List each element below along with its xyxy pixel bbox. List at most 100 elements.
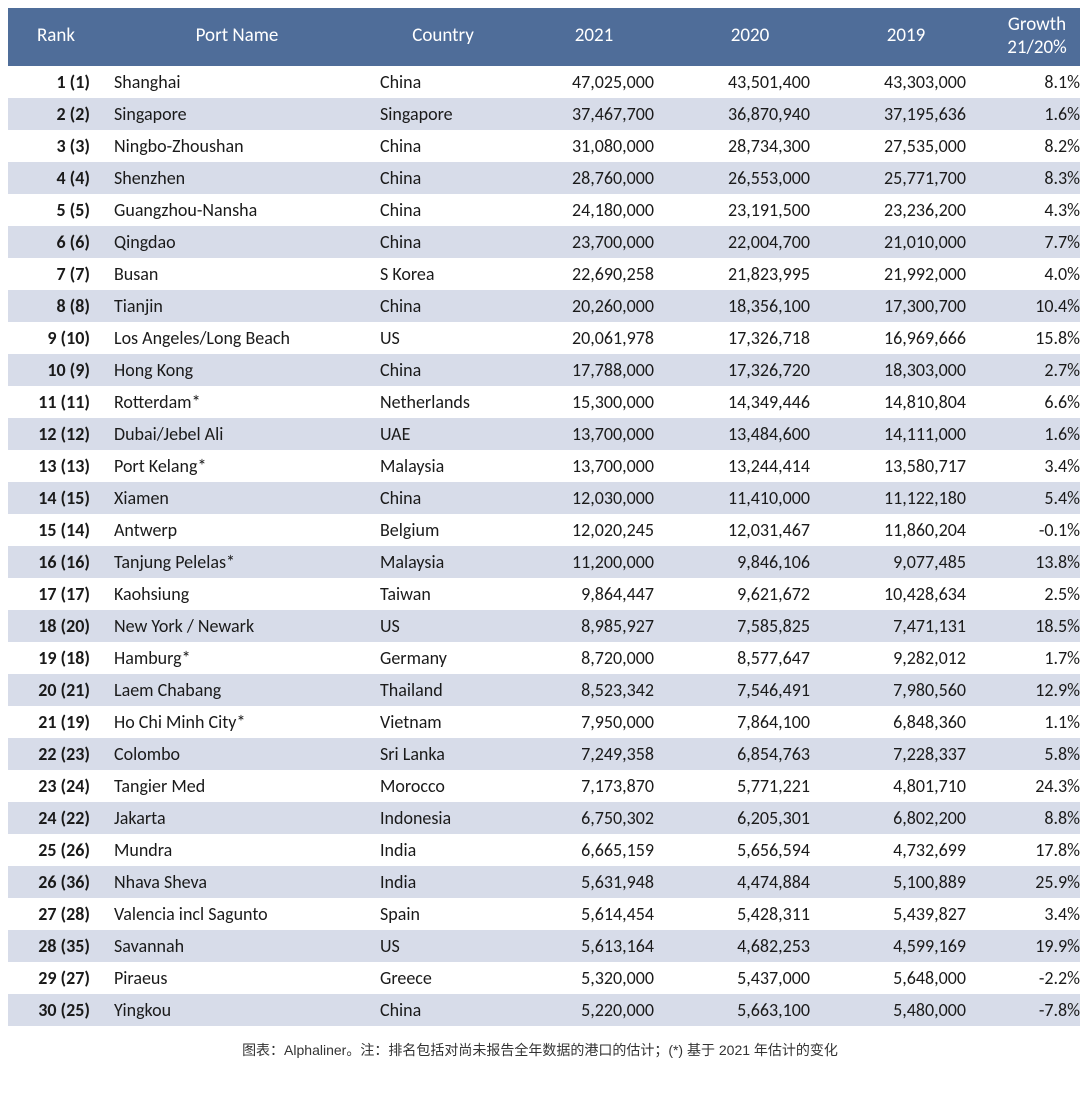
- cell-port: Piraeus: [104, 962, 370, 994]
- cell-country: Malaysia: [370, 450, 516, 482]
- cell-2020: 18,356,100: [672, 290, 828, 322]
- cell-country: US: [370, 930, 516, 962]
- cell-g2120: 19.9%: [984, 930, 1080, 962]
- cell-country: China: [370, 66, 516, 98]
- cell-2020: 7,546,491: [672, 674, 828, 706]
- cell-2021: 8,720,000: [516, 642, 672, 674]
- col-country: Country: [370, 8, 516, 66]
- cell-g2120: 5.4%: [984, 482, 1080, 514]
- cell-2020: 8,577,647: [672, 642, 828, 674]
- cell-country: China: [370, 130, 516, 162]
- cell-port: New York / Newark: [104, 610, 370, 642]
- cell-2019: 9,077,485: [828, 546, 984, 578]
- table-row: 16 (16)Tanjung Pelelas*Malaysia11,200,00…: [8, 546, 1080, 578]
- cell-2021: 17,788,000: [516, 354, 672, 386]
- table-row: 19 (18)Hamburg*Germany8,720,0008,577,647…: [8, 642, 1080, 674]
- cell-rank: 12 (12): [8, 418, 104, 450]
- cell-country: Vietnam: [370, 706, 516, 738]
- cell-2019: 4,801,710: [828, 770, 984, 802]
- cell-rank: 16 (16): [8, 546, 104, 578]
- cell-2019: 6,848,360: [828, 706, 984, 738]
- cell-2021: 11,200,000: [516, 546, 672, 578]
- cell-2021: 7,950,000: [516, 706, 672, 738]
- cell-2020: 17,326,718: [672, 322, 828, 354]
- cell-port: Dubai/Jebel Ali: [104, 418, 370, 450]
- cell-2019: 10,428,634: [828, 578, 984, 610]
- cell-2020: 9,846,106: [672, 546, 828, 578]
- cell-2020: 5,656,594: [672, 834, 828, 866]
- table-header: Rank Port Name Country 2021 2020 2019 Gr…: [8, 8, 1080, 66]
- cell-g2120: 4.0%: [984, 258, 1080, 290]
- col-growth-21-20: Growth21/20%: [984, 8, 1080, 66]
- cell-country: Germany: [370, 642, 516, 674]
- cell-2021: 6,750,302: [516, 802, 672, 834]
- cell-2021: 31,080,000: [516, 130, 672, 162]
- cell-country: Greece: [370, 962, 516, 994]
- cell-2021: 8,985,927: [516, 610, 672, 642]
- cell-g2120: 7.7%: [984, 226, 1080, 258]
- table-row: 23 (24)Tangier MedMorocco7,173,8705,771,…: [8, 770, 1080, 802]
- cell-rank: 29 (27): [8, 962, 104, 994]
- cell-2020: 36,870,940: [672, 98, 828, 130]
- table-row: 11 (11)Rotterdam*Netherlands15,300,00014…: [8, 386, 1080, 418]
- cell-2020: 7,864,100: [672, 706, 828, 738]
- cell-port: Hamburg*: [104, 642, 370, 674]
- cell-port: Kaohsiung: [104, 578, 370, 610]
- cell-2019: 14,810,804: [828, 386, 984, 418]
- cell-country: Malaysia: [370, 546, 516, 578]
- cell-2020: 11,410,000: [672, 482, 828, 514]
- cell-g2120: 25.9%: [984, 866, 1080, 898]
- cell-port: Singapore: [104, 98, 370, 130]
- table-row: 13 (13)Port Kelang*Malaysia13,700,00013,…: [8, 450, 1080, 482]
- cell-country: Taiwan: [370, 578, 516, 610]
- table-row: 7 (7)BusanS Korea22,690,25821,823,99521,…: [8, 258, 1080, 290]
- cell-2020: 6,854,763: [672, 738, 828, 770]
- cell-rank: 1 (1): [8, 66, 104, 98]
- cell-rank: 18 (20): [8, 610, 104, 642]
- cell-2020: 14,349,446: [672, 386, 828, 418]
- cell-2021: 28,760,000: [516, 162, 672, 194]
- cell-rank: 15 (14): [8, 514, 104, 546]
- cell-2021: 37,467,700: [516, 98, 672, 130]
- cell-port: Ho Chi Minh City*: [104, 706, 370, 738]
- cell-2019: 4,732,699: [828, 834, 984, 866]
- cell-2019: 11,860,204: [828, 514, 984, 546]
- table-row: 3 (3)Ningbo-ZhoushanChina31,080,00028,73…: [8, 130, 1080, 162]
- cell-country: Singapore: [370, 98, 516, 130]
- cell-2019: 23,236,200: [828, 194, 984, 226]
- cell-2019: 5,100,889: [828, 866, 984, 898]
- col-rank: Rank: [8, 8, 104, 66]
- cell-g2120: 2.5%: [984, 578, 1080, 610]
- cell-2021: 5,613,164: [516, 930, 672, 962]
- cell-2019: 6,802,200: [828, 802, 984, 834]
- cell-rank: 21 (19): [8, 706, 104, 738]
- cell-2020: 7,585,825: [672, 610, 828, 642]
- cell-g2120: 8.3%: [984, 162, 1080, 194]
- cell-2020: 21,823,995: [672, 258, 828, 290]
- cell-g2120: 6.6%: [984, 386, 1080, 418]
- cell-country: China: [370, 194, 516, 226]
- table-row: 14 (15)XiamenChina12,030,00011,410,00011…: [8, 482, 1080, 514]
- cell-2021: 47,025,000: [516, 66, 672, 98]
- col-2021: 2021: [516, 8, 672, 66]
- cell-2021: 5,220,000: [516, 994, 672, 1026]
- table-row: 28 (35)SavannahUS5,613,1644,682,2534,599…: [8, 930, 1080, 962]
- cell-port: Port Kelang*: [104, 450, 370, 482]
- cell-rank: 8 (8): [8, 290, 104, 322]
- cell-country: China: [370, 482, 516, 514]
- cell-port: Jakarta: [104, 802, 370, 834]
- cell-port: Shanghai: [104, 66, 370, 98]
- cell-g2120: -2.2%: [984, 962, 1080, 994]
- cell-port: Ningbo-Zhoushan: [104, 130, 370, 162]
- table-row: 29 (27)PiraeusGreece5,320,0005,437,0005,…: [8, 962, 1080, 994]
- cell-2019: 17,300,700: [828, 290, 984, 322]
- cell-2020: 13,484,600: [672, 418, 828, 450]
- cell-port: Valencia incl Sagunto: [104, 898, 370, 930]
- cell-rank: 11 (11): [8, 386, 104, 418]
- table-row: 30 (25)YingkouChina5,220,0005,663,1005,4…: [8, 994, 1080, 1026]
- cell-2021: 5,614,454: [516, 898, 672, 930]
- cell-g2120: 1.7%: [984, 642, 1080, 674]
- table-body: 1 (1)ShanghaiChina47,025,00043,501,40043…: [8, 66, 1080, 1026]
- cell-rank: 5 (5): [8, 194, 104, 226]
- table-row: 25 (26)MundraIndia6,665,1595,656,5944,73…: [8, 834, 1080, 866]
